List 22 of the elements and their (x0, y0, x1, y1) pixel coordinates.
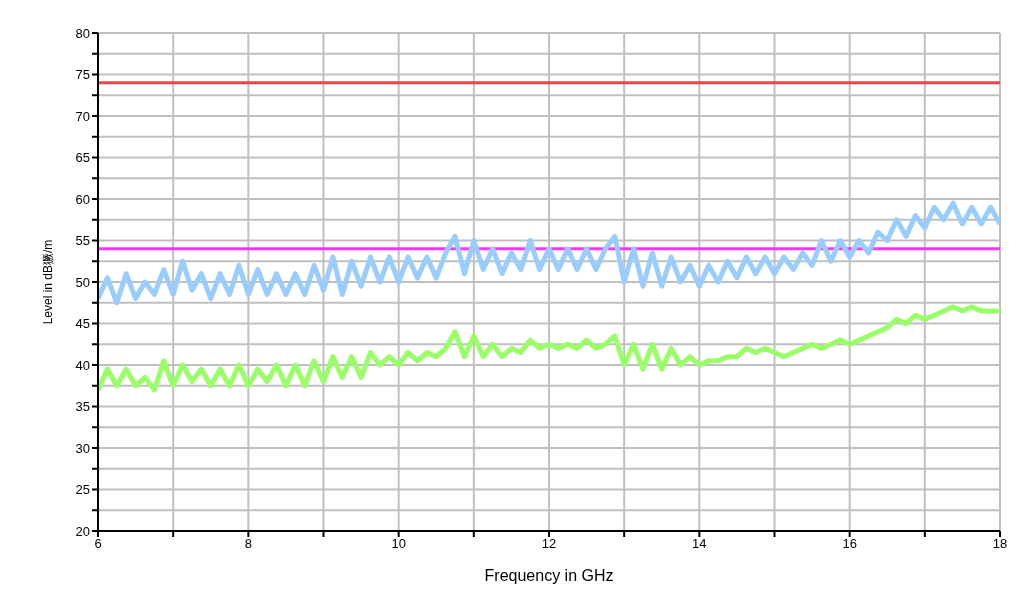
y-tick-label: 30 (75, 440, 90, 456)
y-tick-label: 65 (75, 150, 90, 166)
x-tick-label: 10 (391, 536, 406, 552)
y-tick-label: 35 (75, 399, 90, 415)
x-tick-label: 12 (541, 536, 557, 552)
y-tick-label: 40 (75, 357, 90, 373)
y-tick-label: 70 (75, 108, 90, 124)
y-tick-label: 25 (75, 482, 90, 498)
y-tick-label: 60 (75, 191, 90, 207)
y-tick-label: 80 (75, 25, 90, 41)
y-tick-label: 55 (75, 233, 90, 249)
x-tick-label: 14 (692, 536, 707, 552)
x-axis-title: Frequency in GHz (484, 567, 614, 584)
y-axis-title: Level in dB獗/m (41, 239, 56, 325)
x-tick-label: 6 (94, 536, 102, 552)
y-tick-label: 75 (75, 67, 90, 83)
x-tick-label: 8 (244, 536, 252, 552)
y-tick-label: 20 (75, 523, 90, 539)
y-tick-label: 50 (75, 274, 90, 290)
x-tick-label: 16 (842, 536, 857, 552)
y-tick-label: 45 (75, 316, 90, 332)
x-tick-label: 18 (992, 536, 1008, 552)
